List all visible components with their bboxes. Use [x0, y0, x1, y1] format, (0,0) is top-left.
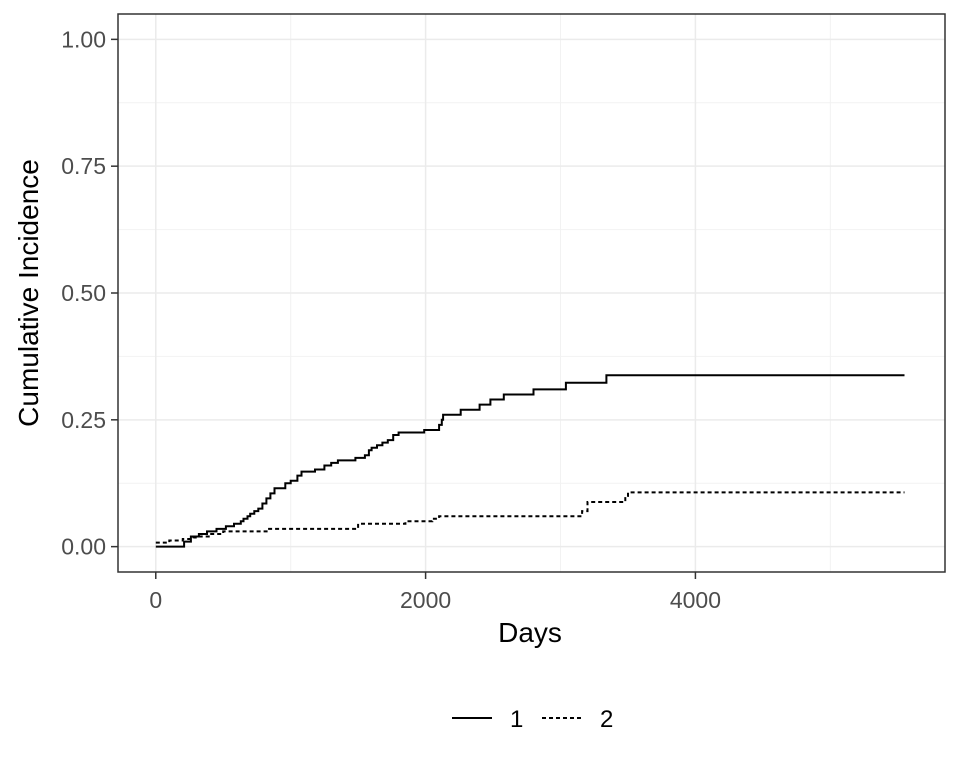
x-axis-title: Days [498, 617, 562, 648]
y-tick-label: 0.00 [61, 534, 106, 560]
y-tick-label: 0.75 [61, 153, 106, 179]
y-tick-label: 0.25 [61, 407, 106, 433]
x-tick-label: 4000 [670, 587, 721, 613]
y-axis-title: Cumulative Incidence [13, 159, 44, 427]
series-layer [155, 374, 905, 548]
y-tick-label: 0.50 [61, 280, 106, 306]
grid-major [118, 14, 945, 572]
x-axis: 0 2000 4000 [149, 572, 721, 613]
legend-label-2: 2 [600, 706, 613, 733]
series-line-1 [155, 374, 905, 548]
series-line-2 [155, 491, 905, 544]
y-tick-label: 1.00 [61, 26, 106, 52]
grid-minor [118, 14, 945, 572]
legend-label-1: 1 [510, 706, 523, 733]
x-tick-label: 0 [149, 587, 162, 613]
y-axis: 0.00 0.25 0.50 0.75 1.00 [61, 26, 118, 560]
x-tick-label: 2000 [400, 587, 451, 613]
